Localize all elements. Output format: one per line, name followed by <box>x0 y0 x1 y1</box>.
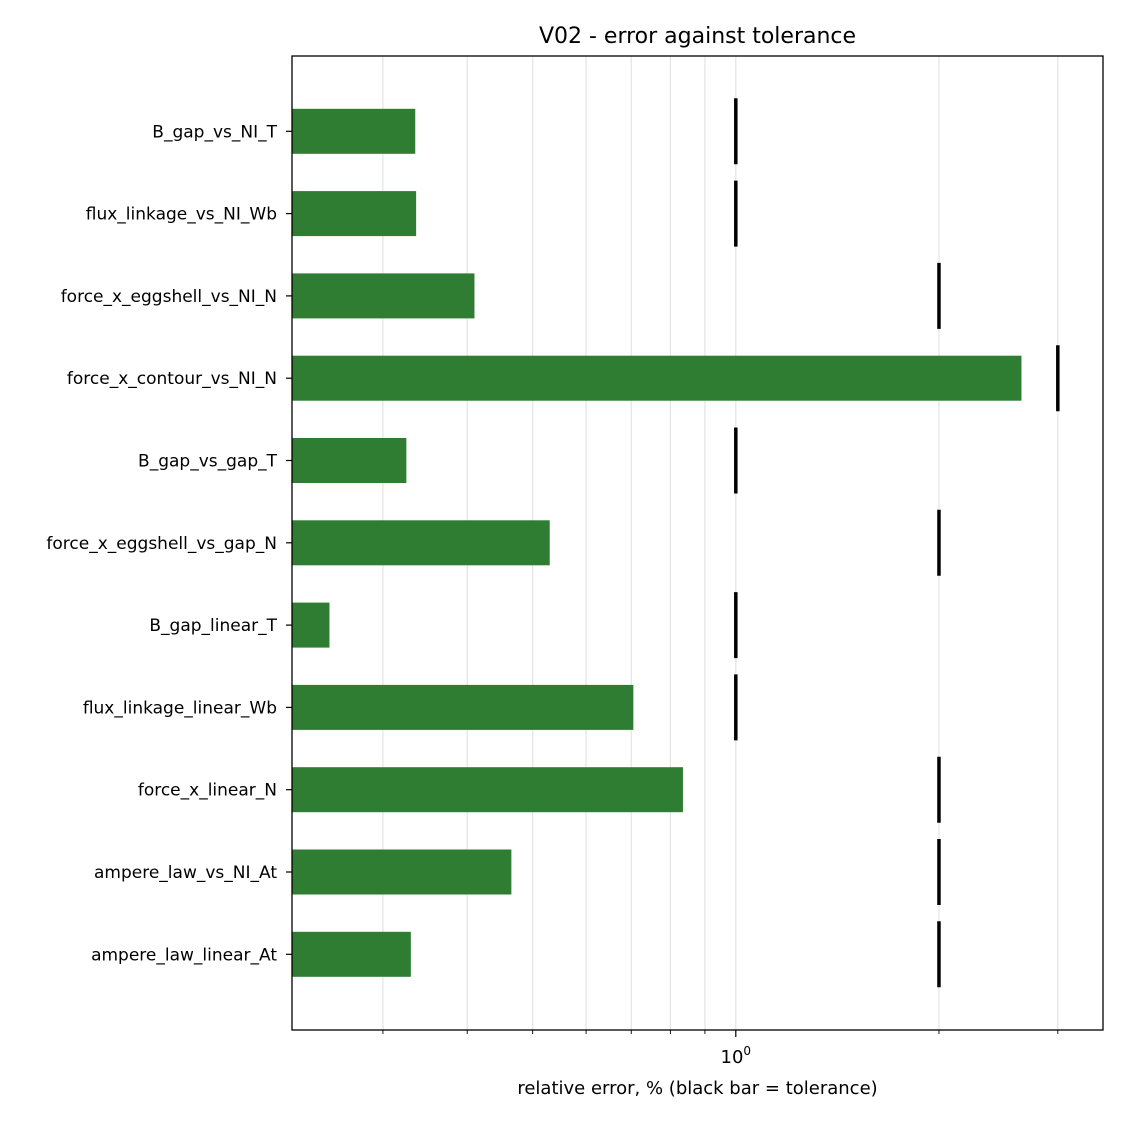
bar <box>292 191 417 237</box>
category-label: flux_linkage_linear_Wb <box>83 698 277 718</box>
chart-title: V02 - error against tolerance <box>539 24 856 49</box>
tolerance-markers <box>734 98 1060 988</box>
bars <box>292 108 1022 977</box>
bar <box>292 849 512 895</box>
bar <box>292 355 1022 401</box>
category-label: flux_linkage_vs_NI_Wb <box>86 205 277 225</box>
bar <box>292 438 407 483</box>
category-label: B_gap_vs_NI_T <box>152 122 277 142</box>
bar <box>292 684 634 730</box>
plot-frame <box>291 55 1104 1031</box>
category-label: ampere_law_linear_At <box>91 945 277 965</box>
category-label: B_gap_vs_gap_T <box>138 452 278 472</box>
category-label: force_x_linear_N <box>138 781 277 801</box>
bar <box>292 767 683 813</box>
category-label: force_x_eggshell_vs_NI_N <box>61 287 277 307</box>
category-label: force_x_contour_vs_NI_N <box>67 369 277 389</box>
bar <box>292 108 416 154</box>
x-axis-ticks: 100 <box>382 1030 1059 1068</box>
y-axis-ticks: B_gap_vs_NI_T flux_linkage_vs_NI_Wb force_… <box>46 122 292 965</box>
bar <box>292 520 550 566</box>
category-label: force_x_eggshell_vs_gap_N <box>46 534 277 554</box>
category-label: ampere_law_vs_NI_At <box>94 863 277 883</box>
x-axis-label: relative error, % (black bar = tolerance… <box>517 1078 877 1099</box>
category-label: B_gap_linear_T <box>149 616 277 636</box>
bar <box>292 273 475 319</box>
x-tick-label: 100 <box>721 1044 752 1068</box>
bar <box>292 931 411 977</box>
bar <box>292 602 330 648</box>
